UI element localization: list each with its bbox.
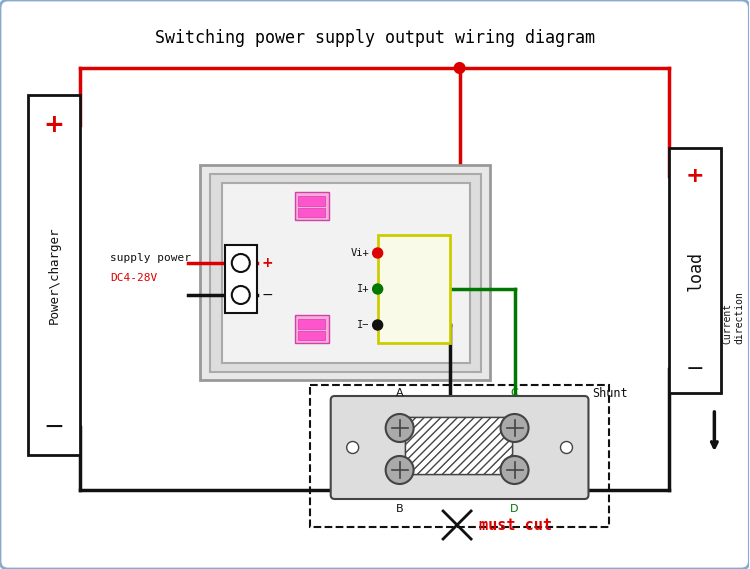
Text: Shunt: Shunt <box>592 386 628 399</box>
Bar <box>298 319 325 329</box>
Circle shape <box>454 63 464 73</box>
Circle shape <box>232 254 250 272</box>
Text: Current
direction: Current direction <box>722 291 744 344</box>
Circle shape <box>346 442 358 453</box>
Circle shape <box>394 485 405 495</box>
Bar <box>298 331 325 340</box>
Bar <box>670 148 722 393</box>
Text: supply power: supply power <box>110 253 191 263</box>
Bar <box>28 95 80 455</box>
Bar <box>405 417 512 474</box>
Text: D: D <box>510 504 519 514</box>
Bar <box>200 165 490 380</box>
Text: +: + <box>44 113 64 137</box>
Circle shape <box>500 456 529 484</box>
Circle shape <box>560 442 572 453</box>
Text: C: C <box>511 388 518 398</box>
Text: −: − <box>262 288 274 302</box>
Bar <box>298 208 325 217</box>
Circle shape <box>386 456 414 484</box>
Circle shape <box>232 286 250 304</box>
Circle shape <box>373 284 382 294</box>
Bar <box>378 235 449 343</box>
Text: −: − <box>686 359 705 379</box>
Text: A: A <box>396 388 404 398</box>
Text: +: + <box>686 166 705 186</box>
Text: must cut: must cut <box>479 517 552 533</box>
Circle shape <box>373 248 382 258</box>
Text: Vi+: Vi+ <box>351 248 370 258</box>
Text: I−: I− <box>357 320 370 330</box>
Bar <box>295 315 328 343</box>
Bar <box>225 245 256 313</box>
Text: B: B <box>396 504 404 514</box>
Text: +: + <box>262 256 274 270</box>
Bar <box>298 196 325 206</box>
Text: load: load <box>686 250 704 291</box>
Bar <box>210 174 481 372</box>
Bar <box>405 417 512 474</box>
Bar <box>222 183 470 363</box>
Text: I+: I+ <box>357 284 370 294</box>
FancyBboxPatch shape <box>331 396 589 499</box>
Bar <box>310 385 610 527</box>
Circle shape <box>500 414 529 442</box>
Text: DC4-28V: DC4-28V <box>110 273 158 283</box>
Text: Power\charger: Power\charger <box>47 226 61 324</box>
Text: Switching power supply output wiring diagram: Switching power supply output wiring dia… <box>154 29 595 47</box>
Circle shape <box>386 414 414 442</box>
Bar <box>295 192 328 220</box>
Circle shape <box>373 320 382 330</box>
Text: −: − <box>44 415 64 439</box>
Circle shape <box>509 485 520 495</box>
